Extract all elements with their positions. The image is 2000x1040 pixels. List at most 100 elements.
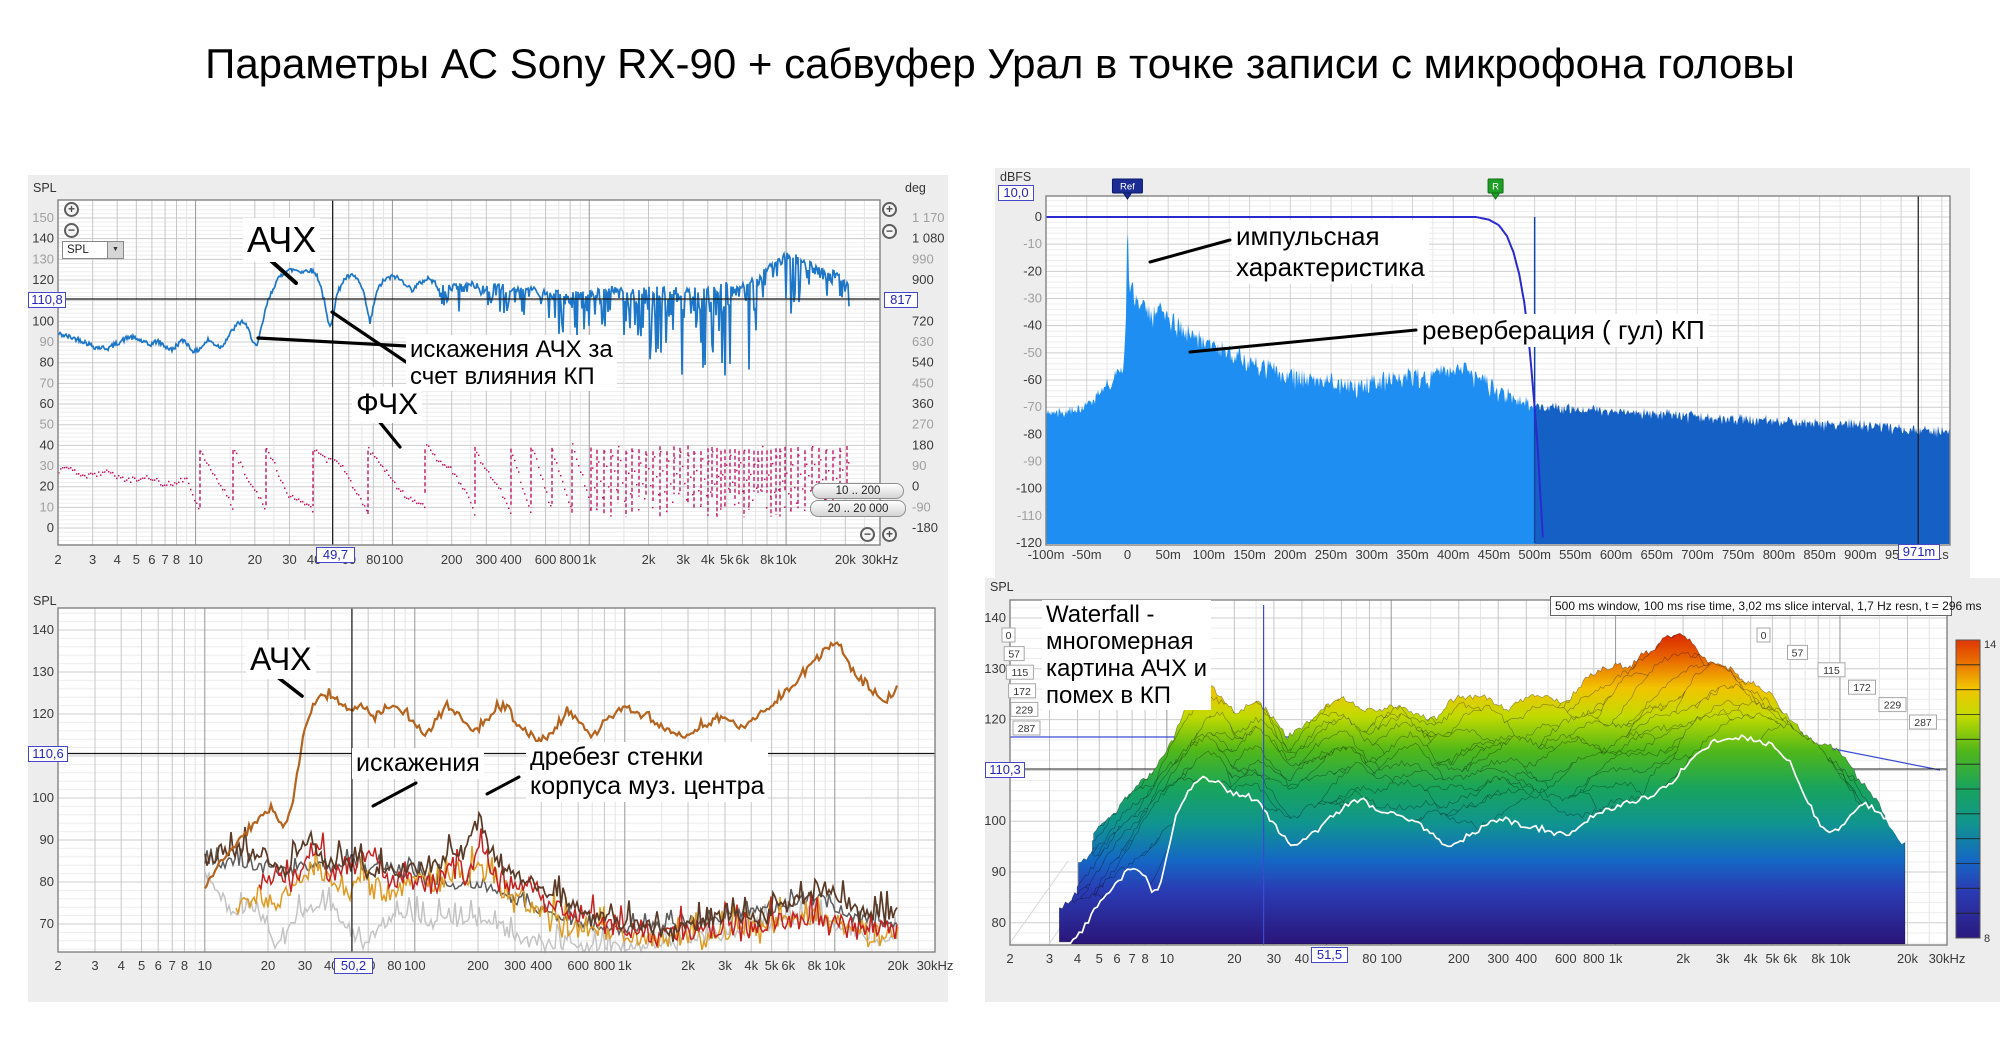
svg-text:300: 300 bbox=[475, 552, 497, 567]
svg-text:100: 100 bbox=[32, 313, 54, 328]
svg-text:8: 8 bbox=[1984, 933, 1990, 945]
svg-text:3k: 3k bbox=[718, 958, 732, 973]
annotation-impulse: импульсная характеристика bbox=[1232, 220, 1429, 284]
signal-select-dropdown[interactable]: SPL ▼ bbox=[62, 241, 124, 259]
series-4-curve bbox=[204, 810, 898, 942]
svg-text:-30: -30 bbox=[1023, 291, 1042, 306]
zoom-in-button-bottom[interactable]: + bbox=[882, 527, 897, 542]
series-3-curve bbox=[258, 828, 898, 947]
svg-text:0: 0 bbox=[1761, 630, 1767, 642]
svg-text:57: 57 bbox=[1792, 647, 1804, 659]
slice-time-label-right bbox=[1848, 679, 1876, 695]
svg-text:2k: 2k bbox=[1676, 951, 1690, 966]
zoom-out-button-right[interactable]: − bbox=[882, 224, 897, 239]
cursor-time-readout: 971m bbox=[1898, 544, 1940, 560]
svg-text:20k: 20k bbox=[1897, 951, 1918, 966]
svg-text:5: 5 bbox=[133, 552, 140, 567]
svg-text:8: 8 bbox=[181, 958, 188, 973]
achh-curve bbox=[57, 250, 850, 376]
svg-text:57: 57 bbox=[1008, 649, 1020, 661]
panel-impulse-response: Ref R 0 -10 -20 -30 -40 -50 -60 -70 -80 -90 -100 -110… bbox=[995, 168, 1970, 578]
slice-time-label-right bbox=[1756, 627, 1771, 643]
svg-text:80: 80 bbox=[366, 552, 380, 567]
zoom-out-button-bottom[interactable]: − bbox=[860, 527, 875, 542]
svg-text:-40: -40 bbox=[1023, 318, 1042, 333]
svg-text:1k: 1k bbox=[1609, 951, 1623, 966]
cursor-freq-readout: 51,5 bbox=[1311, 947, 1348, 963]
svg-text:1 080: 1 080 bbox=[912, 231, 945, 246]
svg-text:6k: 6k bbox=[736, 552, 750, 567]
svg-text:6: 6 bbox=[1113, 951, 1120, 966]
svg-text:90: 90 bbox=[912, 458, 926, 473]
range-20-20000-button[interactable]: 20 .. 20 000 bbox=[810, 500, 906, 517]
svg-text:7: 7 bbox=[1128, 951, 1135, 966]
svg-text:50m: 50m bbox=[1156, 547, 1181, 562]
page-title: Параметры АС Sony RX-90 + сабвуфер Урал … bbox=[205, 40, 1795, 87]
annotation-reverberation: реверберация ( гул) КП bbox=[1418, 314, 1709, 347]
svg-text:4k: 4k bbox=[744, 958, 758, 973]
range-10-200-button[interactable]: 10 .. 200 bbox=[812, 483, 904, 499]
svg-text:-120: -120 bbox=[1016, 535, 1042, 550]
impulse-plot-canvas: Ref R 0 -10 -20 -30 -40 -50 -60 -70 -80 -90 -100 -110… bbox=[1016, 178, 1951, 562]
svg-text:130: 130 bbox=[984, 661, 1006, 676]
svg-text:40: 40 bbox=[1295, 951, 1309, 966]
svg-text:1 170: 1 170 bbox=[912, 210, 945, 225]
slice-time-label-right bbox=[1878, 697, 1907, 713]
svg-text:100: 100 bbox=[984, 813, 1006, 828]
zoom-out-button[interactable]: − bbox=[64, 223, 79, 238]
fr2-plot-canvas: 1401301201009080702345678102030406080100… bbox=[32, 604, 953, 973]
cursor-spl-readout: 110,6 bbox=[28, 746, 68, 762]
cursor-freq-readout: 50,2 bbox=[334, 958, 373, 974]
svg-text:2k: 2k bbox=[642, 552, 656, 567]
svg-text:150m: 150m bbox=[1233, 547, 1266, 562]
fchh-phase-wraps bbox=[199, 445, 848, 518]
svg-text:7: 7 bbox=[161, 552, 168, 567]
svg-text:287: 287 bbox=[1018, 723, 1036, 735]
svg-text:100: 100 bbox=[382, 552, 404, 567]
svg-text:4k: 4k bbox=[701, 552, 715, 567]
svg-text:80: 80 bbox=[992, 915, 1006, 930]
svg-text:130: 130 bbox=[32, 251, 54, 266]
svg-text:-100: -100 bbox=[1016, 481, 1042, 496]
right-axis-unit-label: deg bbox=[905, 181, 926, 195]
svg-text:1k: 1k bbox=[618, 958, 632, 973]
impulse-early-fill bbox=[1046, 233, 1535, 544]
slice-time-label-left bbox=[1008, 683, 1037, 699]
svg-text:90: 90 bbox=[40, 334, 54, 349]
svg-text:90: 90 bbox=[40, 832, 54, 847]
svg-text:-90: -90 bbox=[912, 499, 931, 514]
slice-time-label-right bbox=[1817, 662, 1846, 678]
svg-text:800: 800 bbox=[1583, 951, 1605, 966]
annotation-arrow bbox=[330, 310, 408, 364]
svg-text:5k: 5k bbox=[1766, 951, 1780, 966]
svg-text:-50: -50 bbox=[1023, 345, 1042, 360]
svg-text:2: 2 bbox=[1006, 951, 1013, 966]
slice-time-label-left bbox=[1001, 627, 1016, 643]
svg-text:600m: 600m bbox=[1600, 547, 1633, 562]
svg-text:20: 20 bbox=[40, 479, 54, 494]
svg-text:6: 6 bbox=[148, 552, 155, 567]
svg-text:850m: 850m bbox=[1803, 547, 1836, 562]
svg-text:-50m: -50m bbox=[1072, 547, 1102, 562]
svg-text:0: 0 bbox=[1035, 209, 1042, 224]
svg-text:6: 6 bbox=[155, 958, 162, 973]
svg-text:800: 800 bbox=[594, 958, 616, 973]
svg-text:7: 7 bbox=[169, 958, 176, 973]
zoom-in-button-right[interactable]: + bbox=[882, 202, 897, 217]
svg-text:400: 400 bbox=[1515, 951, 1537, 966]
svg-text:2k: 2k bbox=[681, 958, 695, 973]
zoom-in-button[interactable]: + bbox=[64, 202, 79, 217]
svg-text:70: 70 bbox=[40, 375, 54, 390]
svg-text:8k: 8k bbox=[808, 958, 822, 973]
svg-text:720: 720 bbox=[912, 313, 934, 328]
svg-text:-60: -60 bbox=[1023, 372, 1042, 387]
svg-text:20: 20 bbox=[261, 958, 275, 973]
svg-text:350m: 350m bbox=[1396, 547, 1429, 562]
chevron-down-icon[interactable]: ▼ bbox=[107, 242, 123, 258]
svg-text:500m: 500m bbox=[1518, 547, 1551, 562]
svg-text:30: 30 bbox=[1267, 951, 1281, 966]
svg-text:400: 400 bbox=[530, 958, 552, 973]
annotation-fchh: ФЧХ bbox=[352, 387, 423, 423]
svg-text:540: 540 bbox=[912, 355, 934, 370]
